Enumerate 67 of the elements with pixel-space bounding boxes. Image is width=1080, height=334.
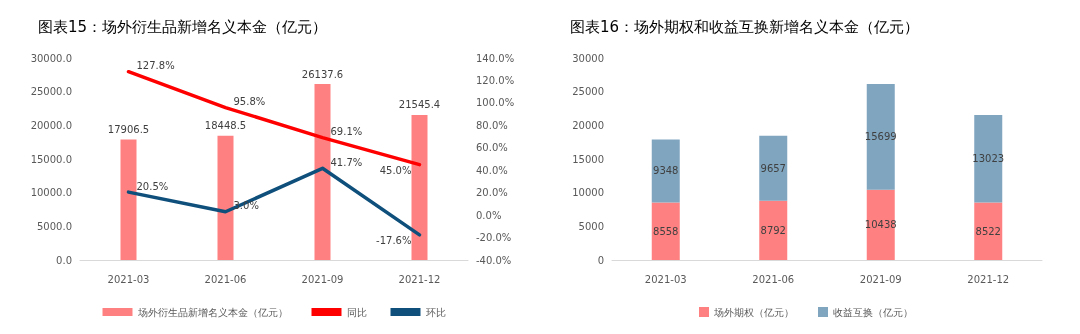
bar	[217, 135, 234, 260]
chart-title: 图表16：场外期权和收益互换新增名义本金（亿元）	[570, 17, 920, 36]
data-label: 21545.4	[398, 99, 441, 111]
chart-title: 图表15：场外衍生品新增名义本金（亿元）	[38, 17, 328, 36]
x-tick-label: 2021-03	[644, 273, 687, 285]
y-tick-label: 25000	[572, 86, 604, 98]
y-tick-label: 5000.0	[37, 220, 72, 232]
y2-tick-label: 80.0%	[476, 119, 508, 131]
legend-label: 收益互换（亿元）	[833, 306, 913, 318]
y-tick-label: 10000	[572, 187, 604, 199]
data-label: 95.8%	[233, 96, 266, 108]
bar	[314, 84, 331, 260]
bar	[974, 114, 1003, 203]
data-label: 9657	[760, 162, 786, 174]
legend-label: 环比	[425, 306, 446, 318]
bar	[411, 114, 428, 260]
line-series	[126, 166, 422, 237]
y2-tick-label: -20.0%	[476, 232, 512, 244]
data-label: 45.0%	[379, 165, 412, 177]
data-label: 8792	[760, 224, 786, 236]
data-label: 8522	[975, 225, 1001, 237]
y-tick-label: 15000	[572, 153, 604, 165]
legend-label: 场外期权（亿元）	[713, 306, 794, 318]
x-tick-label: 2021-06	[752, 273, 795, 285]
data-label: 41.7%	[330, 156, 363, 168]
data-label: -17.6%	[376, 235, 412, 247]
y-tick-label: 10000.0	[30, 187, 72, 199]
data-label: 18448.5	[204, 120, 247, 132]
x-tick-label: 2021-09	[301, 273, 344, 285]
x-tick-label: 2021-03	[107, 273, 150, 285]
y-tick-label: 20000	[572, 119, 604, 131]
y2-tick-label: 140.0%	[476, 52, 515, 64]
y2-tick-label: 60.0%	[476, 142, 508, 154]
data-label: 9348	[653, 165, 679, 177]
legend-label: 场外衍生品新增名义本金（亿元）	[136, 306, 288, 318]
bar	[120, 139, 137, 260]
bar	[974, 202, 1003, 260]
y-tick-label: 30000.0	[30, 52, 72, 64]
data-label: 20.5%	[136, 180, 169, 192]
bar	[866, 84, 895, 190]
y2-tick-label: 120.0%	[476, 74, 515, 86]
bar	[651, 202, 680, 260]
x-tick-label: 2021-06	[204, 273, 247, 285]
data-label: 69.1%	[330, 126, 363, 138]
bar	[759, 200, 788, 260]
y-tick-label: 0	[597, 254, 604, 266]
data-label: 17906.5	[107, 123, 150, 135]
data-label: 8558	[653, 225, 679, 237]
y2-tick-label: 40.0%	[476, 164, 508, 176]
y-tick-label: 20000.0	[30, 119, 72, 131]
y2-tick-label: -40.0%	[476, 254, 512, 266]
data-label: 127.8%	[136, 60, 175, 72]
x-tick-label: 2021-12	[398, 273, 441, 285]
data-label: 26137.6	[301, 68, 344, 80]
legend-label: 同比	[346, 306, 367, 318]
x-tick-label: 2021-12	[967, 273, 1010, 285]
y-tick-label: 30000	[572, 52, 604, 64]
x-tick-label: 2021-09	[859, 273, 902, 285]
y-tick-label: 25000.0	[30, 86, 72, 98]
y-tick-label: 15000.0	[30, 153, 72, 165]
y2-tick-label: 100.0%	[476, 97, 515, 109]
y2-tick-label: 0.0%	[476, 209, 502, 221]
bar	[651, 139, 680, 203]
y2-tick-label: 20.0%	[476, 187, 508, 199]
y-tick-label: 0.0	[56, 254, 72, 266]
bar	[759, 135, 788, 201]
y-tick-label: 5000	[578, 220, 604, 232]
